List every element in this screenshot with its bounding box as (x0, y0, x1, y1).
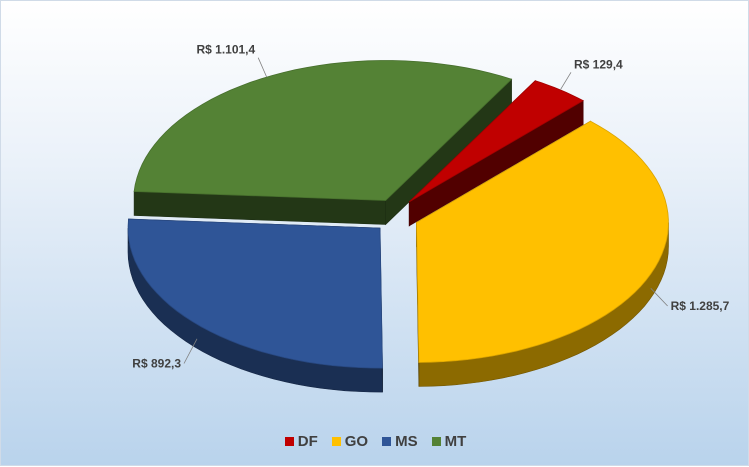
data-label-go: R$ 1.285,7 (671, 299, 730, 313)
pie-slice-go (416, 120, 669, 387)
legend-item-ms: MS (382, 433, 418, 450)
pie-slice-ms (127, 218, 383, 393)
label-leader-df (559, 72, 572, 91)
legend-label-mt: MT (444, 433, 467, 450)
legend-item-go: GO (331, 433, 369, 450)
legend-swatch-ms (382, 437, 392, 446)
legend-swatch-go (331, 437, 341, 446)
legend: DF GO MS MT (1, 433, 749, 450)
label-leader-go (650, 288, 668, 307)
legend-label-df: DF (297, 433, 318, 450)
pie-slice-df (408, 79, 585, 227)
data-label-df: R$ 129,4 (574, 57, 623, 71)
data-label-mt: R$ 1.101,4 (196, 43, 255, 57)
pie-slice-mt (133, 60, 513, 226)
legend-label-ms: MS (395, 433, 418, 450)
label-leader-ms (183, 338, 198, 364)
legend-item-df: DF (284, 433, 318, 450)
legend-label-go: GO (344, 433, 369, 450)
legend-swatch-mt (431, 437, 441, 446)
legend-swatch-df (284, 437, 294, 446)
label-leader-mt (257, 57, 268, 78)
legend-item-mt: MT (431, 433, 467, 450)
data-label-ms: R$ 892,3 (132, 357, 181, 371)
